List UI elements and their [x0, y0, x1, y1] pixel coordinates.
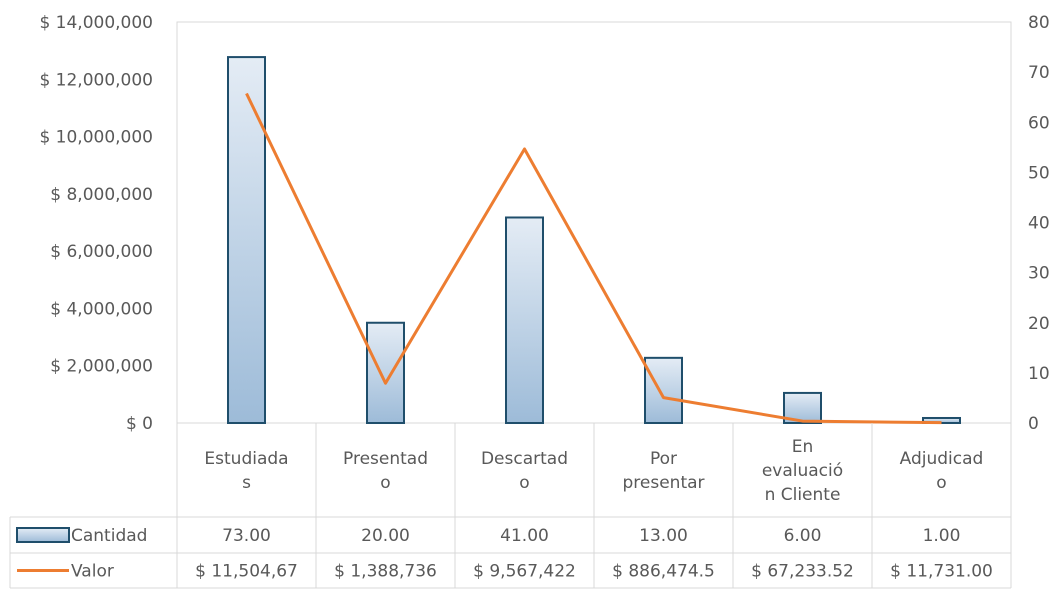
left-axis-tick-label: $ 12,000,000	[39, 70, 153, 90]
table-cell-valor: $ 11,504,67	[195, 562, 298, 582]
table-cell-cantidad: 13.00	[639, 526, 688, 546]
bar-cantidad	[366, 321, 405, 424]
left-axis-tick-label: $ 2,000,000	[50, 357, 153, 377]
left-axis: $ 0 $ 2,000,000 $ 4,000,000 $ 6,000,000 $ 8,…	[39, 13, 153, 434]
table-cell-valor: $ 11,731.00	[890, 562, 993, 582]
right-axis-tick-label: 70	[1028, 63, 1050, 83]
right-axis-tick-label: 30	[1028, 264, 1050, 284]
legend-key-cantidad	[16, 527, 70, 543]
category-label: o	[936, 473, 946, 493]
category-label: Presentad	[343, 449, 428, 469]
bar-cantidad	[227, 56, 266, 425]
bar-cantidad	[505, 216, 544, 424]
category-label: s	[242, 473, 251, 493]
table-cell-valor: $ 1,388,736	[334, 562, 437, 582]
data-table: Estudiada s Presentad o Descartad o Por present…	[9, 423, 1012, 589]
category-label: o	[519, 473, 529, 493]
table-cell-cantidad: 73.00	[222, 526, 271, 546]
legend-label-cantidad: Cantidad	[71, 526, 147, 546]
bar-series-cantidad	[227, 56, 961, 425]
category-label: Por	[650, 449, 677, 469]
category-label: Adjudicad	[900, 449, 984, 469]
table-cell-cantidad: 20.00	[361, 526, 410, 546]
line-series-valor	[245, 92, 942, 425]
category-label: n Cliente	[765, 485, 841, 505]
right-axis-tick-label: 60	[1028, 113, 1050, 133]
table-cell-valor: $ 9,567,422	[473, 562, 576, 582]
plot-area-border	[176, 21, 1012, 424]
left-axis-tick-label: $ 10,000,000	[39, 128, 153, 148]
bar-cantidad	[644, 356, 683, 424]
left-axis-tick-label: $ 14,000,000	[39, 13, 153, 33]
legend-label-valor: Valor	[71, 562, 114, 582]
category-label: Estudiada	[204, 449, 288, 469]
line-valor	[245, 92, 942, 425]
category-label: En	[792, 437, 814, 457]
table-cell-cantidad: 41.00	[500, 526, 549, 546]
left-axis-tick-label: $ 4,000,000	[50, 299, 153, 319]
right-axis-tick-label: 20	[1028, 314, 1050, 334]
left-axis-tick-label: $ 8,000,000	[50, 185, 153, 205]
table-cell-valor: $ 886,474.5	[612, 562, 715, 582]
right-axis-tick-label: 80	[1028, 13, 1050, 33]
category-label: o	[380, 473, 390, 493]
right-axis-tick-label: 0	[1028, 414, 1039, 434]
right-axis-tick-label: 10	[1028, 364, 1050, 384]
category-label: presentar	[622, 473, 704, 493]
left-axis-tick-label: $ 0	[126, 414, 153, 434]
plot-frame	[176, 21, 1012, 424]
table-cell-cantidad: 6.00	[784, 526, 822, 546]
left-axis-tick-label: $ 6,000,000	[50, 242, 153, 262]
category-label: Descartad	[481, 449, 568, 469]
bar-cantidad	[922, 416, 961, 424]
table-cell-cantidad: 1.00	[923, 526, 961, 546]
table-cell-valor: $ 67,233.52	[751, 562, 854, 582]
right-axis: 0 10 20 30 40 50 60 70 80	[1028, 13, 1050, 434]
right-axis-tick-label: 40	[1028, 214, 1050, 234]
right-axis-tick-label: 50	[1028, 163, 1050, 183]
category-label: evaluació	[762, 461, 843, 481]
